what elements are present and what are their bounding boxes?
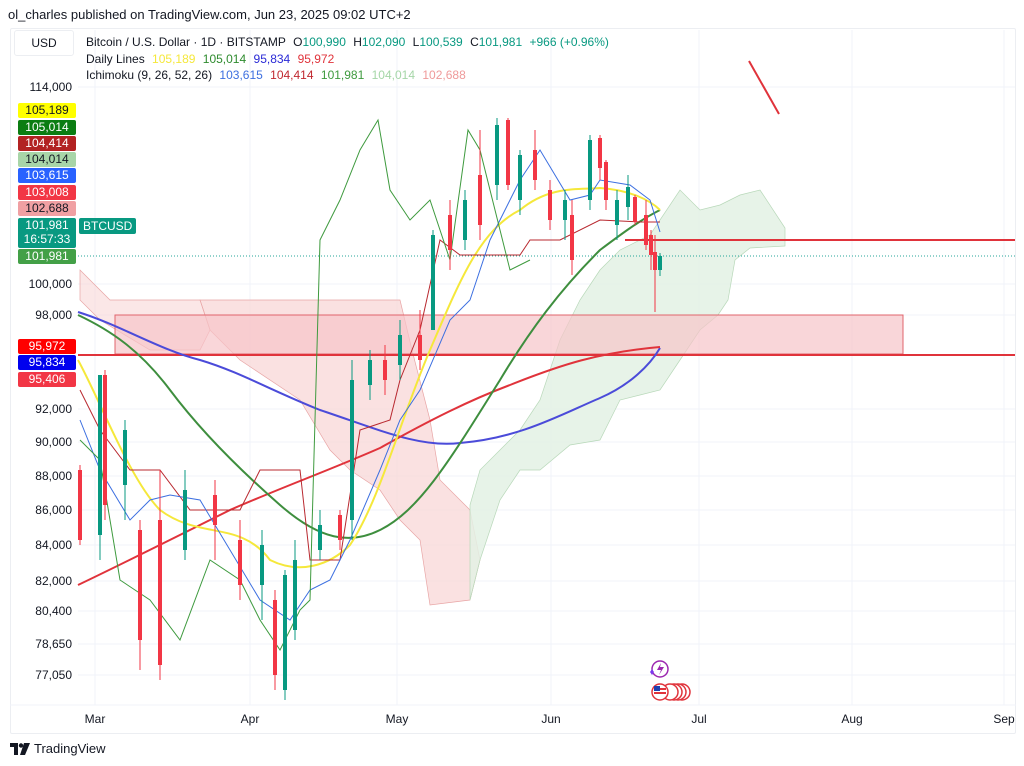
price-badge-support: 95,406 — [18, 372, 76, 387]
x-tick: May — [385, 712, 409, 726]
us-economic-events-icon[interactable] — [651, 683, 691, 701]
x-tick: Jun — [541, 712, 561, 726]
change-value: +966 (+0.96%) — [529, 35, 609, 49]
ma-blue-line — [77, 311, 661, 445]
ichimoku-base-line — [79, 219, 660, 561]
tradingview-branding[interactable]: TradingView — [10, 741, 106, 756]
ichimoku-cloud-bearish — [199, 299, 481, 606]
ichimoku-label: Ichimoku (9, 26, 52, 26) — [86, 68, 213, 82]
symbol-row[interactable]: Bitcoin / U.S. Dollar · 1D · BITSTAMP O1… — [86, 34, 613, 51]
price-badge-ma-blue: 95,834 — [18, 355, 76, 370]
candlesticks — [78, 118, 662, 700]
daily-lines-label: Daily Lines — [86, 51, 145, 66]
open-label: O — [293, 35, 303, 49]
daily-lines-row[interactable]: Daily Lines 105,189 105,014 95,834 95,97… — [86, 51, 613, 68]
ichimoku-value: 102,688 — [422, 68, 466, 82]
last-price-value: 101,981 — [25, 218, 69, 232]
y-tick: 78,650 — [35, 637, 72, 651]
price-badge-lagging: 101,981 — [18, 249, 76, 264]
y-tick: 90,000 — [35, 435, 72, 449]
daily-line-value: 105,014 — [202, 51, 247, 66]
y-tick: 100,000 — [28, 277, 72, 291]
x-tick: Sep — [993, 712, 1015, 726]
high-value: 102,090 — [361, 35, 406, 49]
ichimoku-value: 103,615 — [219, 68, 263, 82]
y-tick: 84,000 — [35, 538, 72, 552]
ma-red-line — [77, 346, 661, 586]
event-markers[interactable] — [650, 660, 691, 701]
daily-line-value: 95,972 — [297, 51, 335, 66]
ichimoku-row[interactable]: Ichimoku (9, 26, 52, 26) 103,615 104,414… — [86, 67, 613, 84]
support-zone-rectangle[interactable] — [114, 314, 904, 355]
y-tick: 114,000 — [29, 80, 73, 94]
trend-line-drawing[interactable] — [748, 60, 780, 115]
ichimoku-value: 101,981 — [320, 68, 365, 82]
tradingview-brand-text: TradingView — [34, 741, 106, 756]
low-value: 100,539 — [419, 35, 463, 49]
chart-legend: Bitcoin / U.S. Dollar · 1D · BITSTAMP O1… — [86, 34, 613, 84]
y-tick: 98,000 — [35, 308, 72, 322]
y-tick: 80,400 — [35, 604, 72, 618]
ichimoku-conversion-line — [79, 149, 661, 621]
ma-green-line — [77, 209, 661, 539]
price-badge-lead-a: 104,014 — [18, 152, 76, 167]
ichimoku-lagging-line — [79, 118, 531, 651]
x-tick: Apr — [240, 712, 260, 726]
y-tick: 82,000 — [35, 574, 72, 588]
chart-frame — [10, 28, 1016, 734]
x-tick: Jul — [691, 712, 707, 726]
price-badge-ma-red: 95,972 — [18, 339, 76, 354]
close-label: C — [470, 35, 479, 49]
last-price-badge: 101,981 16:57:33 — [18, 218, 76, 248]
symbol-tag: BTCUSD — [79, 218, 137, 234]
price-badge-resistance: 103,008 — [18, 185, 76, 200]
x-tick: Mar — [84, 712, 106, 726]
y-tick: 77,050 — [35, 668, 72, 682]
ichimoku-value: 104,414 — [270, 68, 314, 82]
low-label: L — [412, 35, 420, 49]
price-badge-conversion: 103,615 — [18, 168, 76, 183]
bar-countdown: 16:57:33 — [23, 232, 71, 246]
price-badge-ma-green: 105,014 — [18, 120, 76, 135]
publisher-caption: ol_charles published on TradingView.com,… — [8, 7, 411, 22]
ichimoku-value: 104,014 — [371, 68, 416, 82]
y-tick: 92,000 — [35, 402, 72, 416]
close-value: 101,981 — [478, 35, 523, 49]
y-tick: 88,000 — [35, 469, 72, 483]
symbol-title: Bitcoin / U.S. Dollar · 1D · BITSTAMP — [86, 35, 286, 49]
y-tick: 86,000 — [35, 503, 72, 517]
daily-line-value: 95,834 — [253, 51, 291, 66]
x-tick: Aug — [841, 712, 863, 726]
currency-button[interactable]: USD — [14, 30, 74, 56]
high-label: H — [353, 35, 362, 49]
price-badge-lead-b: 102,688 — [18, 201, 76, 216]
price-badge-ma-yellow: 105,189 — [18, 103, 76, 118]
daily-line-value: 105,189 — [152, 51, 196, 66]
ichimoku-cloud-bullish — [469, 189, 786, 601]
price-badge-ichimoku-base: 104,414 — [18, 136, 76, 151]
open-value: 100,990 — [302, 35, 346, 49]
tradingview-logo-icon — [10, 742, 30, 755]
